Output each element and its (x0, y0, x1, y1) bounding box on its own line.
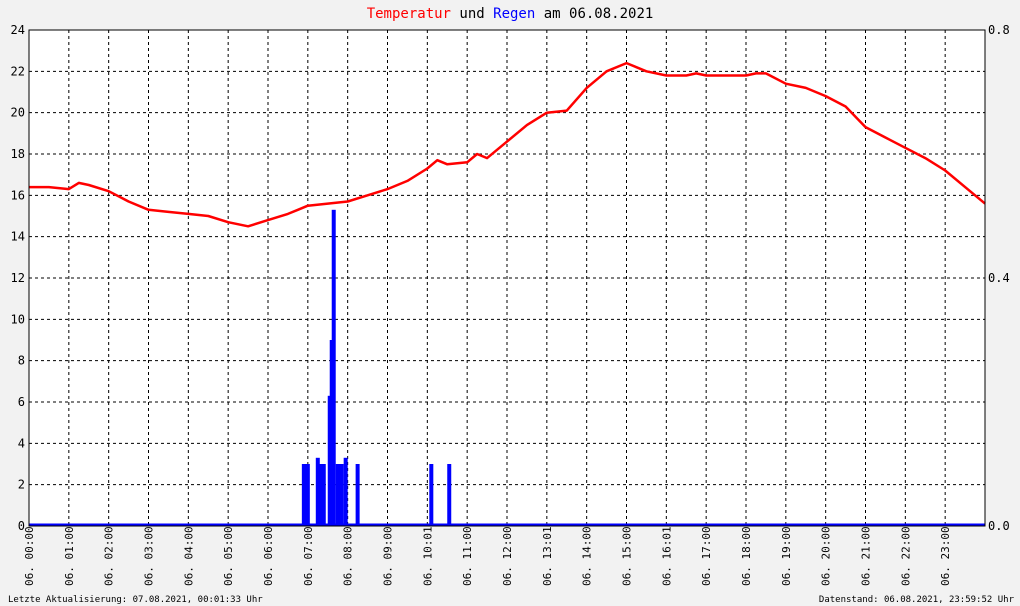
y-tick-label: 0 (18, 519, 25, 533)
plot-border (28, 29, 986, 527)
rain-bar (429, 464, 434, 526)
y-tick-label: 8 (18, 354, 25, 368)
x-tick-label: 06. 14:00 (581, 526, 594, 586)
y-tick-label: 12 (11, 271, 25, 285)
title-and: und (451, 6, 493, 22)
x-tick-label: 06. 09:00 (382, 526, 395, 586)
right-y-axis-ticks: 0.0 0.4 0.8 (988, 23, 1010, 533)
y-tick-label: 4 (18, 436, 25, 450)
x-tick-label: 06. 05:00 (222, 526, 235, 586)
rain-bar (339, 464, 344, 526)
plot-frame (28, 29, 986, 527)
rain-bar (355, 464, 360, 526)
x-tick-label: 06. 02:00 (103, 526, 116, 586)
y-tick-label: 16 (11, 188, 25, 202)
footer-last-update: Letzte Aktualisierung: 07.08.2021, 00:01… (8, 595, 263, 605)
y-tick-label: 6 (18, 395, 25, 409)
x-tick-label: 06. 15:00 (621, 526, 634, 586)
x-tick-label: 06. 08:00 (342, 526, 355, 586)
x-axis-ticks: 06. 00:00 06. 01:00 06. 02:00 06. 03:00 06. … (23, 526, 952, 586)
x-tick-label: 06. 10:01 (421, 526, 434, 586)
title-date: am 06.08.2021 (535, 6, 653, 22)
y-tick-label: 14 (11, 230, 25, 244)
x-tick-label: 06. 20:00 (820, 526, 833, 586)
x-tick-label: 06. 19:00 (780, 526, 793, 586)
y-tick-label: 24 (11, 23, 25, 37)
x-tick-label: 06. 04:00 (182, 526, 195, 586)
y-tick-label: 20 (11, 106, 25, 120)
y-right-tick-label: 0.8 (988, 23, 1010, 37)
temperature-series (29, 61, 986, 228)
y-tick-label: 18 (11, 147, 25, 161)
x-tick-label: 06. 03:00 (143, 526, 156, 586)
x-tick-label: 06. 16:01 (660, 526, 673, 586)
chart-title: Temperatur und Regen am 06.08.2021 (367, 6, 654, 22)
rain-bar (343, 457, 348, 526)
y-tick-label: 10 (11, 312, 25, 326)
x-tick-label: 06. 21:00 (860, 526, 873, 586)
grid-lines (29, 30, 986, 526)
rain-bar (447, 464, 452, 526)
y-right-tick-label: 0.0 (988, 519, 1010, 533)
y-right-tick-label: 0.4 (988, 271, 1010, 285)
x-tick-label: 06. 23:00 (939, 526, 952, 586)
rain-series (29, 209, 985, 527)
title-temperature: Temperatur (367, 6, 451, 22)
x-tick-label: 06. 07:00 (302, 526, 315, 586)
x-tick-label: 06. 06:00 (262, 526, 275, 586)
rain-bar (321, 464, 326, 526)
temperature-line (29, 61, 986, 228)
x-tick-label: 06. 18:00 (740, 526, 753, 586)
x-tick-label: 06. 17:00 (700, 526, 713, 586)
y-tick-label: 2 (18, 478, 25, 492)
rain-bar (305, 464, 310, 526)
title-rain: Regen (493, 6, 535, 22)
footer-data-status: Datenstand: 06.08.2021, 23:59:52 Uhr (819, 595, 1015, 605)
y-tick-label: 22 (11, 64, 25, 78)
x-tick-label: 06. 22:00 (899, 526, 912, 586)
x-tick-label: 06. 01:00 (63, 526, 76, 586)
rain-bar (331, 209, 336, 527)
x-tick-label: 06. 13:01 (541, 526, 554, 586)
x-tick-label: 06. 11:00 (461, 526, 474, 586)
x-tick-label: 06. 12:00 (501, 526, 514, 586)
x-tick-label: 06. 00:00 (23, 526, 36, 586)
